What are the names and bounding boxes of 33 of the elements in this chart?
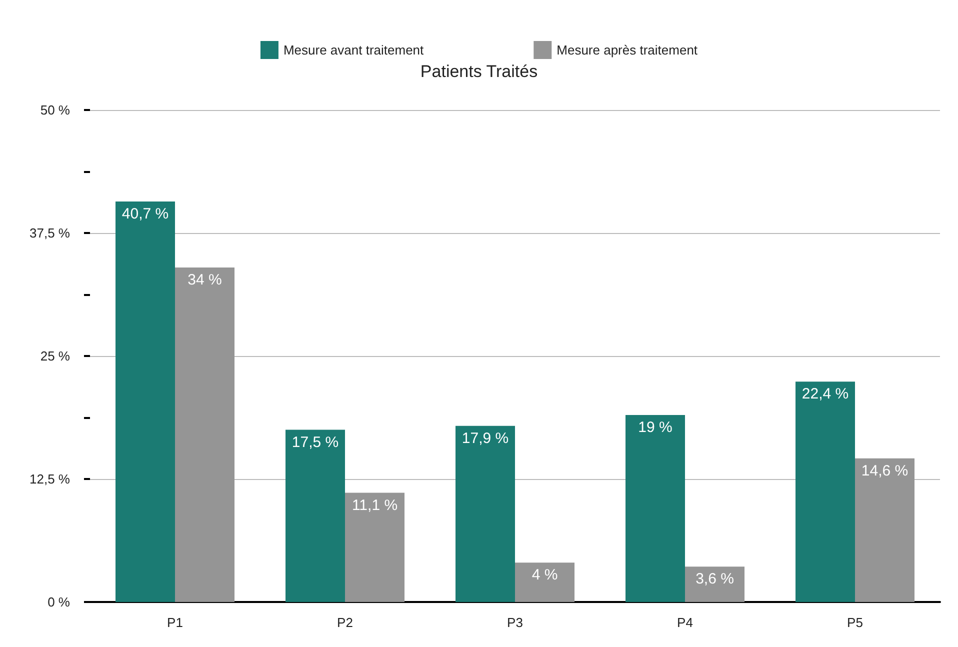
x-tick-label: P1 bbox=[167, 615, 183, 630]
data-label: 34 % bbox=[188, 271, 222, 288]
bar bbox=[626, 415, 685, 602]
data-label: 40,7 % bbox=[122, 206, 169, 223]
legend-label: Mesure avant traitement bbox=[283, 42, 424, 58]
data-label: 22,4 % bbox=[802, 386, 849, 403]
bar bbox=[116, 202, 175, 602]
data-label: 19 % bbox=[638, 419, 672, 436]
bar bbox=[175, 267, 234, 602]
bar bbox=[456, 426, 515, 602]
x-tick-label: P3 bbox=[507, 615, 523, 630]
chart-title: Patients Traités bbox=[420, 62, 538, 81]
x-tick-label: P2 bbox=[337, 615, 353, 630]
legend-label: Mesure après traitement bbox=[556, 42, 698, 58]
data-label: 4 % bbox=[532, 566, 558, 584]
data-label: 17,5 % bbox=[292, 434, 339, 451]
bar bbox=[796, 382, 855, 602]
bar bbox=[855, 458, 914, 602]
y-tick-label: 37,5 % bbox=[30, 226, 70, 240]
y-tick-label: 25 % bbox=[40, 348, 70, 364]
data-label: 14,6 % bbox=[861, 462, 908, 480]
bar bbox=[685, 566, 744, 602]
bar bbox=[345, 492, 404, 602]
y-tick-label: 0 % bbox=[48, 594, 70, 610]
bar bbox=[515, 562, 574, 602]
data-label: 11,1 % bbox=[352, 496, 398, 514]
bar bbox=[286, 430, 345, 602]
data-label: 3,6 % bbox=[696, 570, 734, 588]
y-tick-label: 50 % bbox=[40, 102, 70, 118]
data-label: 17,9 % bbox=[462, 430, 509, 447]
x-tick-label: P5 bbox=[847, 615, 863, 630]
y-tick-label: 12,5 % bbox=[30, 472, 70, 486]
x-tick-label: P4 bbox=[677, 615, 693, 630]
